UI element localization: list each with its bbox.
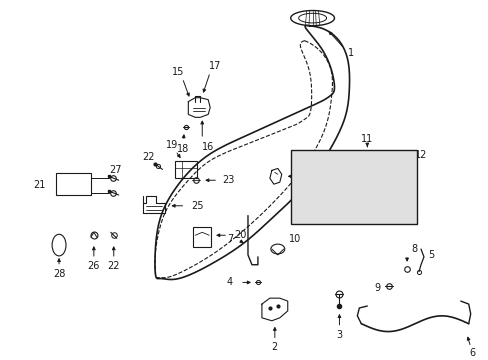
Text: 16: 16 <box>202 142 214 152</box>
Text: 22: 22 <box>107 261 120 271</box>
Bar <box>175 161 197 178</box>
Text: 13: 13 <box>350 211 363 221</box>
Text: 19: 19 <box>166 140 178 150</box>
Text: 14: 14 <box>306 151 318 161</box>
Text: 26: 26 <box>87 261 100 271</box>
Text: 15: 15 <box>172 67 184 77</box>
Bar <box>290 150 416 224</box>
Text: 6: 6 <box>468 348 475 358</box>
Text: 17: 17 <box>208 61 221 71</box>
Text: 5: 5 <box>427 250 433 260</box>
Text: 8: 8 <box>410 244 416 254</box>
Bar <box>193 228 211 247</box>
Text: 3: 3 <box>336 330 342 341</box>
Text: 4: 4 <box>226 278 233 287</box>
Text: 23: 23 <box>222 175 234 185</box>
Text: 1: 1 <box>347 49 354 58</box>
Text: 2: 2 <box>271 342 277 352</box>
Bar <box>56 174 91 195</box>
Text: 22: 22 <box>142 152 155 162</box>
Text: 9: 9 <box>373 283 380 293</box>
Text: 21: 21 <box>33 180 45 190</box>
Text: 24: 24 <box>313 171 325 181</box>
Text: 7: 7 <box>226 234 233 244</box>
Text: 18: 18 <box>177 144 189 154</box>
Text: 27: 27 <box>109 165 122 175</box>
Text: 28: 28 <box>53 269 65 279</box>
Text: 25: 25 <box>191 201 203 211</box>
Text: 20: 20 <box>233 230 246 240</box>
Text: 11: 11 <box>361 134 373 144</box>
Text: 10: 10 <box>288 234 300 244</box>
Text: 12: 12 <box>414 150 427 160</box>
